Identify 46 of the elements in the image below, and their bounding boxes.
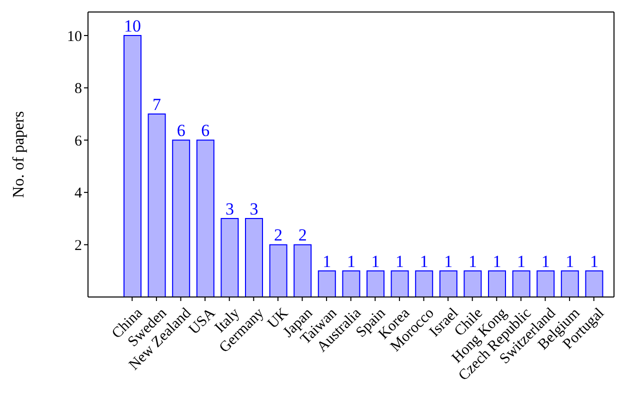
bar <box>220 218 239 297</box>
data-label: 3 <box>225 200 234 219</box>
data-label: 1 <box>346 252 356 271</box>
bar <box>148 113 166 297</box>
data-label: 2 <box>298 226 307 245</box>
y-tick-label: 8 <box>74 81 82 98</box>
bar <box>464 270 482 297</box>
data-label: 6 <box>176 121 186 140</box>
data-label: 1 <box>590 252 598 271</box>
y-axis-title: No. of papers <box>10 111 28 198</box>
y-tick-label: 10 <box>67 28 82 45</box>
bar <box>536 270 555 297</box>
y-tick-label: 4 <box>74 186 82 202</box>
data-label: 3 <box>250 200 258 219</box>
bar <box>172 140 190 297</box>
data-label: 1 <box>371 252 380 271</box>
data-label: 7 <box>152 94 162 114</box>
bar <box>439 270 458 297</box>
bar <box>294 244 312 297</box>
data-label: 2 <box>274 226 283 245</box>
data-label: 1 <box>541 252 550 271</box>
data-label: 1 <box>468 252 477 271</box>
bar <box>342 270 360 297</box>
bar <box>560 270 579 297</box>
bar <box>124 35 142 297</box>
data-label: 1 <box>517 252 526 271</box>
bar <box>585 270 604 297</box>
data-label: 1 <box>444 252 453 271</box>
y-tick-label: 2 <box>74 238 82 254</box>
bar <box>512 270 530 297</box>
bar <box>366 270 384 297</box>
data-label: 6 <box>201 121 210 140</box>
bar <box>415 270 434 297</box>
data-label: 1 <box>322 252 332 271</box>
bar <box>196 140 214 297</box>
bar <box>318 270 336 297</box>
bar <box>269 244 288 297</box>
y-tick-label: 6 <box>74 133 82 150</box>
bar <box>488 270 506 297</box>
data-label: 10 <box>124 16 141 36</box>
data-label: 1 <box>396 252 404 271</box>
data-label: 1 <box>420 252 428 271</box>
bar <box>390 270 409 297</box>
bar <box>245 218 263 297</box>
data-label: 1 <box>492 252 502 271</box>
data-label: 1 <box>566 252 574 271</box>
